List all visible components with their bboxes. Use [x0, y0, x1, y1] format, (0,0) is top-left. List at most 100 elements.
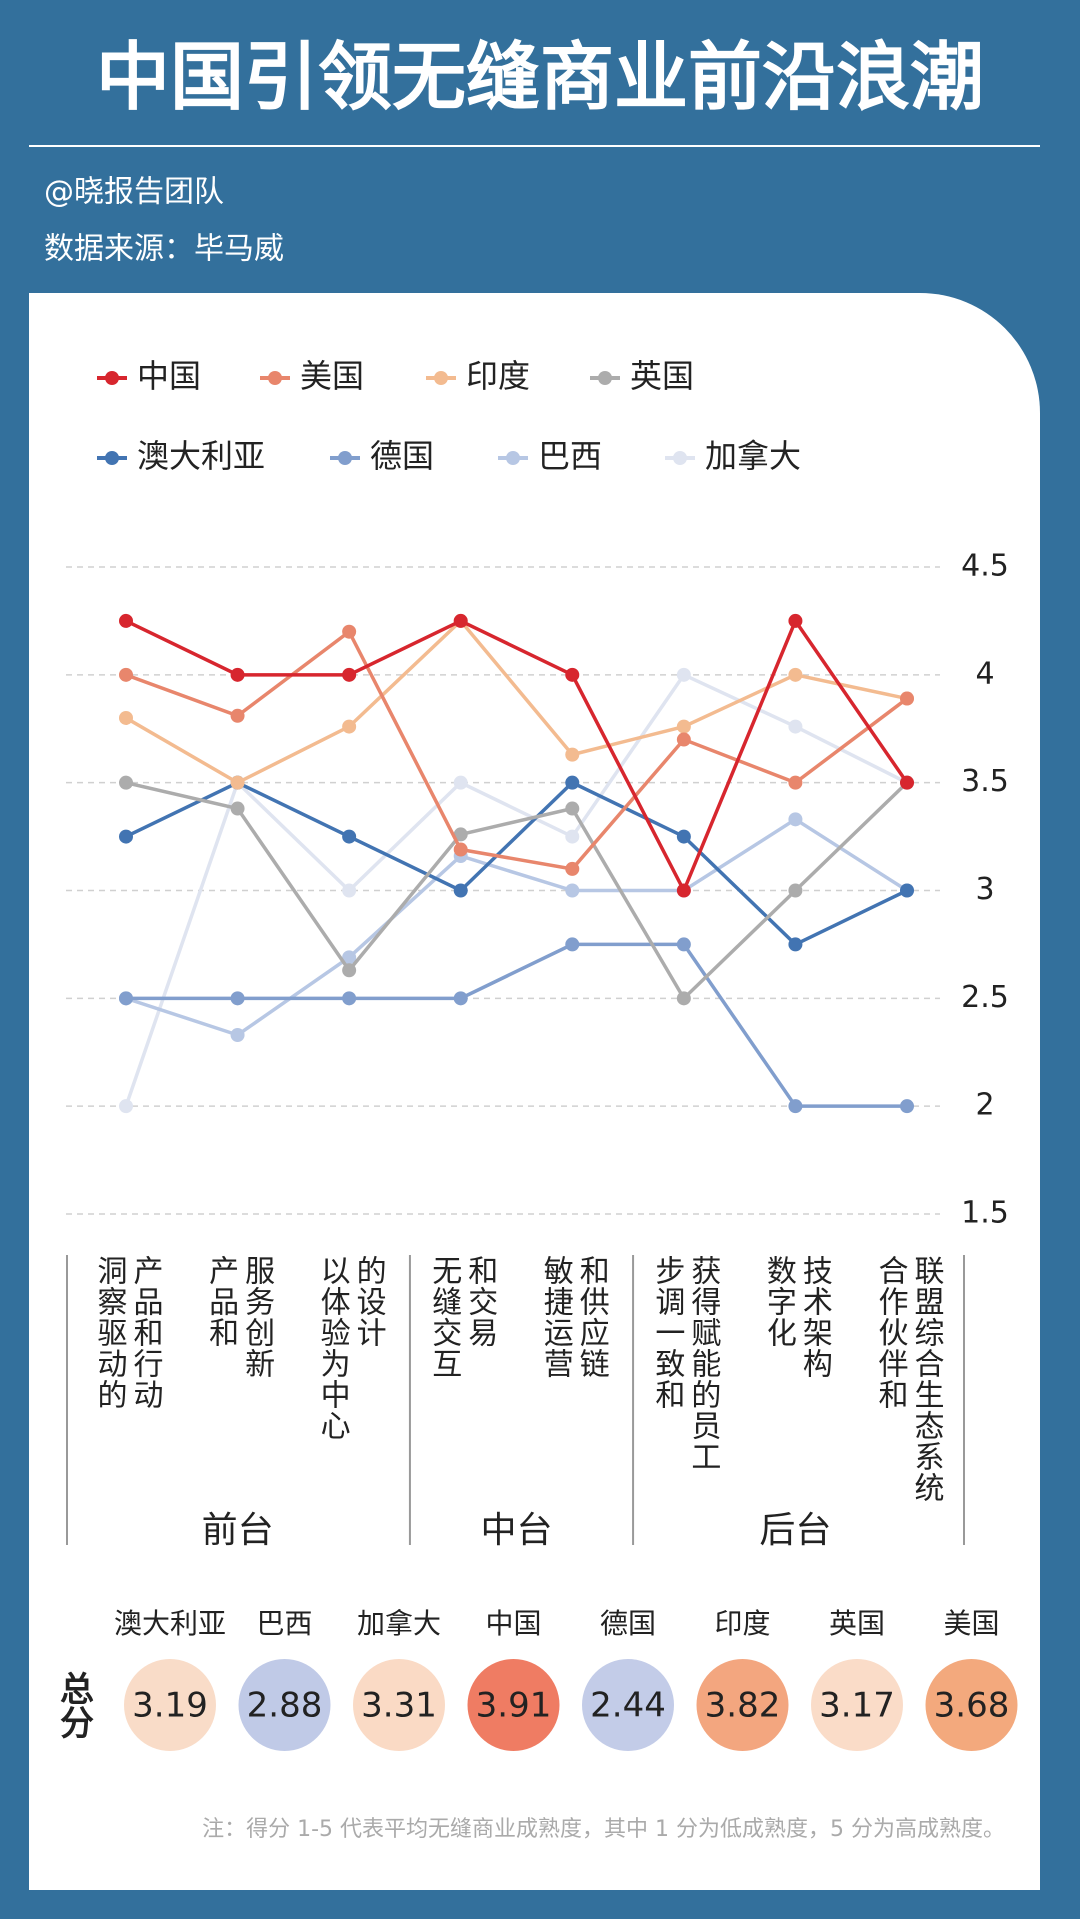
- legend-label: 澳大利亚: [137, 437, 265, 475]
- point: [788, 883, 803, 898]
- series-line: [124, 672, 908, 1107]
- point: [342, 829, 357, 844]
- y-tick-label: 1.5: [961, 1196, 1009, 1231]
- point: [788, 937, 803, 952]
- x-tick-label: 产品和行动: [128, 1255, 164, 1410]
- x-tick-label: 的设计: [351, 1255, 386, 1348]
- point: [788, 1099, 803, 1114]
- point: [453, 842, 468, 857]
- score-country: 中国: [485, 1607, 541, 1640]
- point: [230, 991, 245, 1006]
- series-line: [125, 780, 908, 947]
- legend-label: 巴西: [538, 437, 602, 475]
- x-tick-label: 敏捷运营: [538, 1255, 574, 1379]
- score-country: 印度: [714, 1607, 770, 1640]
- point: [453, 775, 468, 790]
- point: [565, 667, 580, 682]
- point: [676, 991, 691, 1006]
- score-bubble: [696, 1659, 789, 1751]
- subtitle: 数据来源：毕马威: [44, 232, 284, 267]
- point: [676, 719, 691, 734]
- point: [119, 991, 133, 1006]
- point: [453, 613, 468, 628]
- score-value: 3.17: [819, 1686, 895, 1726]
- point: [119, 829, 133, 844]
- point: [676, 667, 691, 682]
- point: [788, 667, 803, 682]
- point: [342, 950, 357, 965]
- point: [565, 775, 580, 790]
- x-tick-label: 无缝交互: [426, 1255, 462, 1379]
- legend-dot: [598, 371, 612, 385]
- y-tick-label: 3.5: [961, 764, 1009, 799]
- x-tick-label: 产品和: [203, 1255, 239, 1348]
- point: [342, 719, 357, 734]
- point: [119, 710, 133, 725]
- point: [900, 883, 914, 898]
- score-bubble: [925, 1659, 1018, 1751]
- legend-dot: [105, 451, 119, 465]
- score-value: 3.31: [361, 1686, 437, 1726]
- legend-dot: [506, 451, 520, 465]
- point: [119, 613, 133, 628]
- score-label: 总分: [54, 1671, 94, 1739]
- x-tick-label: 合作伙伴和: [873, 1255, 909, 1410]
- score-country: 英国: [829, 1607, 885, 1640]
- point: [788, 775, 803, 790]
- point: [230, 775, 245, 790]
- point: [230, 1027, 245, 1042]
- point: [565, 861, 580, 876]
- y-tick-label: 2.5: [961, 980, 1009, 1015]
- point: [119, 1099, 133, 1114]
- point: [230, 708, 245, 723]
- point: [453, 883, 468, 898]
- score-value: 3.68: [934, 1686, 1010, 1726]
- point: [788, 719, 803, 734]
- score-value: 3.91: [476, 1686, 552, 1726]
- point: [453, 827, 468, 842]
- point: [342, 667, 357, 682]
- legend-dot: [673, 451, 687, 465]
- x-tick-label: 获得赋能的员工: [685, 1255, 721, 1472]
- group-label: 中台: [480, 1510, 552, 1551]
- point: [342, 991, 357, 1006]
- score-country: 德国: [600, 1607, 656, 1640]
- point: [453, 991, 468, 1006]
- score-bubble: [353, 1659, 445, 1751]
- x-tick-label: 技术架构: [797, 1255, 833, 1379]
- x-tick-label: 以体验为中心: [315, 1255, 351, 1441]
- point: [676, 883, 691, 898]
- point: [565, 747, 580, 762]
- score-country: 加拿大: [357, 1607, 441, 1640]
- group-label: 后台: [759, 1510, 831, 1551]
- point: [342, 883, 357, 898]
- point: [788, 812, 803, 827]
- point: [119, 667, 133, 682]
- series-line: [125, 629, 909, 871]
- legend-label: 印度: [466, 357, 530, 395]
- subtitle: @晓报告团队: [44, 175, 224, 210]
- card: [29, 293, 1040, 1890]
- legend-label: 美国: [300, 357, 364, 395]
- legend-label: 英国: [630, 357, 694, 395]
- y-tick-label: 4.5: [961, 549, 1009, 584]
- legend-label: 加拿大: [705, 437, 801, 475]
- point: [119, 775, 133, 790]
- point: [230, 801, 245, 816]
- point: [565, 937, 580, 952]
- series-line: [125, 618, 908, 785]
- note: 注：得分 1-5 代表平均无缝商业成熟度，其中 1 分为低成熟度，5 分为高成熟…: [202, 1817, 1005, 1842]
- y-tick-label: 4: [975, 656, 994, 691]
- point: [565, 801, 580, 816]
- point: [676, 829, 691, 844]
- point: [342, 963, 357, 978]
- score-bubble: [238, 1659, 331, 1751]
- score-bubble: [811, 1659, 903, 1751]
- x-tick-label: 和供应链: [574, 1255, 610, 1379]
- score-bubble: [467, 1659, 560, 1751]
- series-line: [125, 617, 909, 895]
- score-bubble: [582, 1659, 674, 1751]
- point: [788, 613, 803, 628]
- legend-dot: [105, 371, 119, 385]
